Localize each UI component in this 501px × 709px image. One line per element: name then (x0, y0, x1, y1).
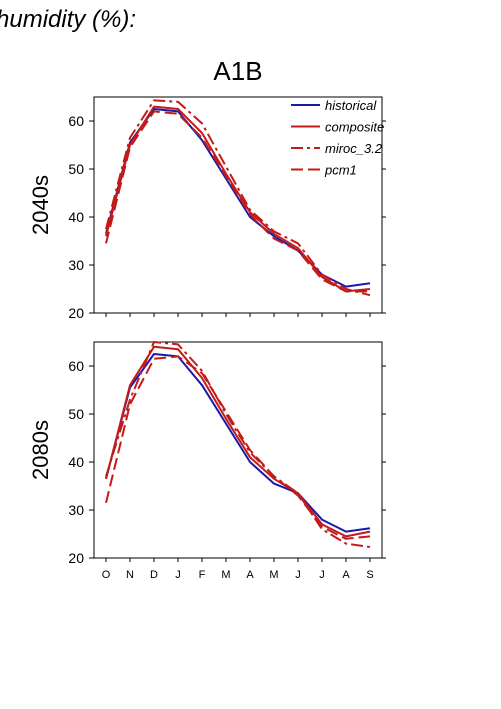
x-tick-label: A (342, 569, 350, 581)
legend-label: miroc_3.2 (325, 141, 383, 156)
x-tick-label: S (366, 569, 373, 581)
x-tick-label: F (199, 569, 206, 581)
y-tick-label: 30 (68, 502, 84, 518)
series-line-composite (105, 105, 371, 293)
series-line-composite (105, 345, 371, 538)
x-tick-label: O (102, 569, 111, 581)
legend-label: composite (325, 120, 384, 135)
plot-frame (93, 341, 383, 559)
x-tick-label: M (269, 569, 278, 581)
x-tick-label: J (175, 569, 181, 581)
y-tick-label: 30 (68, 257, 84, 273)
y-tick-label: 60 (68, 113, 84, 129)
y-tick-label: 40 (68, 209, 84, 225)
chart-panels: 20 30 40 50 60 2040s historical composite miroc_… (28, 96, 386, 581)
series-line-miroc-3-2 (105, 341, 371, 548)
legend-label: historical (325, 98, 377, 113)
x-tick-label: A (246, 569, 254, 581)
legend: historical composite miroc_3.2 pcm1 (291, 98, 384, 178)
x-tick-label: J (319, 569, 325, 581)
x-tick-label: J (295, 569, 301, 581)
series-line-miroc-3-2 (105, 99, 371, 297)
series-line-pcm1 (105, 110, 370, 293)
y-tick-label: 20 (68, 305, 84, 321)
x-tick-label: N (126, 569, 134, 581)
scenario-title: A1B (213, 56, 262, 86)
y-tick-label: 50 (68, 406, 84, 422)
series-line-historical (105, 353, 371, 533)
y-tick-label: 20 (68, 550, 84, 566)
x-tick-label: D (150, 569, 158, 581)
y-axis-label: 2040s (28, 175, 53, 235)
y-tick-label: 60 (68, 358, 84, 374)
series-line-historical (105, 108, 371, 288)
figure-title: humidity (%): (0, 6, 136, 33)
plot-frame (93, 96, 383, 314)
legend-label: pcm1 (324, 163, 357, 178)
panel-2080s: 20 30 40 50 60 O N D J F M A M J J A S 2080s (28, 341, 386, 581)
x-tick-label: M (221, 569, 230, 581)
y-axis-label: 2080s (28, 420, 53, 480)
panel-2040s: 20 30 40 50 60 2040s historical composite miroc_… (28, 96, 386, 321)
series-line-pcm1 (105, 355, 371, 540)
y-tick-label: 50 (68, 161, 84, 177)
y-tick-label: 40 (68, 454, 84, 470)
